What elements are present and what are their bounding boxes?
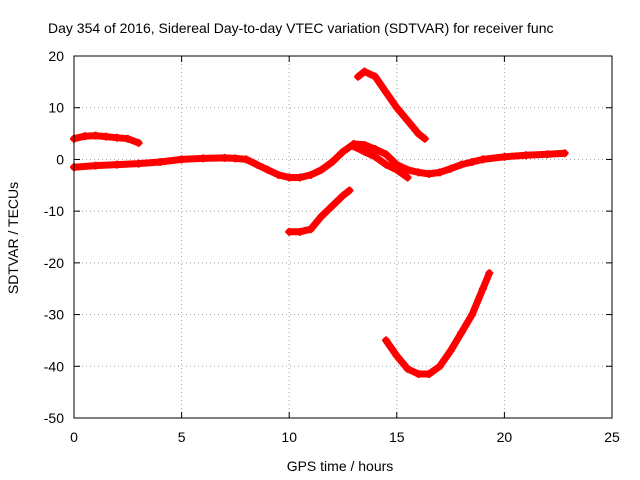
data-point bbox=[468, 310, 477, 319]
data-point bbox=[306, 170, 315, 179]
y-tick-label: -10 bbox=[44, 203, 64, 219]
data-point bbox=[420, 134, 429, 143]
data-point bbox=[317, 165, 326, 174]
data-point bbox=[382, 88, 391, 97]
x-tick-label: 25 bbox=[604, 429, 620, 445]
data-point bbox=[123, 134, 132, 143]
data-point bbox=[414, 168, 423, 177]
data-point bbox=[156, 158, 165, 167]
data-point bbox=[285, 227, 294, 236]
data-point bbox=[80, 132, 89, 141]
plot-frame bbox=[73, 55, 613, 419]
data-point bbox=[485, 269, 494, 278]
data-point bbox=[339, 147, 347, 156]
data-point bbox=[543, 150, 552, 159]
data-point bbox=[134, 159, 143, 168]
data-point bbox=[435, 362, 444, 371]
data-point bbox=[457, 160, 466, 169]
data-point bbox=[263, 165, 272, 174]
data-point bbox=[91, 131, 100, 140]
y-tick-label: -40 bbox=[44, 358, 64, 374]
y-tick-label: 0 bbox=[56, 151, 64, 167]
data-point bbox=[360, 140, 369, 149]
data-point bbox=[345, 186, 354, 195]
x-tick-label: 15 bbox=[389, 429, 405, 445]
data-point bbox=[446, 164, 455, 173]
chart-title: Day 354 of 2016, Sidereal Day-to-day VTE… bbox=[48, 20, 554, 36]
data-point bbox=[274, 170, 283, 179]
data-point bbox=[403, 364, 412, 373]
data-point bbox=[102, 132, 111, 141]
x-tick-label: 0 bbox=[70, 429, 78, 445]
series-line-descending-high-segment bbox=[354, 68, 429, 143]
data-point bbox=[478, 284, 487, 293]
data-point bbox=[295, 227, 304, 236]
data-point bbox=[425, 169, 434, 178]
data-point bbox=[360, 147, 369, 156]
data-point bbox=[521, 151, 530, 160]
data-point bbox=[328, 201, 337, 210]
x-axis-label: GPS time / hours bbox=[287, 458, 394, 474]
y-tick-label: 20 bbox=[48, 48, 64, 64]
grid-lines bbox=[74, 56, 612, 418]
data-point bbox=[220, 153, 229, 162]
data-point bbox=[349, 142, 358, 151]
data-point bbox=[285, 173, 294, 182]
data-point bbox=[252, 160, 261, 169]
data-point bbox=[392, 351, 401, 360]
data-point bbox=[414, 129, 423, 138]
y-axis-label: SDTVAR / TECUs bbox=[5, 182, 21, 294]
data-point bbox=[392, 165, 401, 174]
data-point bbox=[328, 158, 337, 167]
y-tick-label: -30 bbox=[44, 307, 64, 323]
data-point bbox=[403, 116, 412, 125]
data-point bbox=[177, 155, 186, 164]
data-point bbox=[113, 133, 122, 142]
data-point bbox=[199, 154, 208, 163]
x-tick-label: 20 bbox=[497, 429, 513, 445]
y-tick-label: -20 bbox=[44, 255, 64, 271]
data-point bbox=[403, 165, 412, 174]
data-point bbox=[91, 161, 100, 170]
x-tick-label: 10 bbox=[281, 429, 297, 445]
data-point bbox=[457, 328, 466, 337]
data-point bbox=[113, 160, 122, 169]
data-point bbox=[371, 152, 380, 161]
data-point bbox=[425, 370, 434, 379]
data-point bbox=[500, 152, 509, 161]
data-point bbox=[382, 336, 391, 345]
x-tick-label: 5 bbox=[178, 429, 186, 445]
data-point bbox=[403, 173, 412, 182]
y-tick-label: -50 bbox=[44, 410, 64, 426]
series-line-deep-negative-segment bbox=[382, 269, 493, 378]
data-point bbox=[468, 158, 477, 167]
data-point bbox=[435, 168, 444, 177]
data-point bbox=[306, 225, 315, 234]
data-point bbox=[392, 103, 401, 112]
data-point bbox=[360, 67, 369, 76]
data-point bbox=[317, 212, 326, 221]
data-point bbox=[134, 138, 143, 147]
data-point bbox=[382, 160, 391, 169]
axis-ticks: 0 5 10 15 20 25 -50 -40 -30 -20 -10 0 10 20 bbox=[44, 48, 620, 445]
data-point bbox=[354, 72, 363, 81]
data-point bbox=[446, 346, 455, 355]
data-point bbox=[560, 149, 569, 158]
data-point bbox=[242, 155, 251, 164]
y-tick-label: 10 bbox=[48, 100, 64, 116]
data-point bbox=[478, 155, 487, 164]
data-point bbox=[295, 173, 304, 182]
data-point bbox=[371, 145, 380, 154]
series-line-main-track bbox=[70, 140, 569, 181]
data-point bbox=[231, 154, 240, 163]
data-point bbox=[382, 150, 391, 159]
data-point bbox=[371, 72, 380, 81]
data-point bbox=[339, 191, 347, 200]
data-point bbox=[414, 370, 423, 379]
series-layer bbox=[70, 67, 569, 379]
